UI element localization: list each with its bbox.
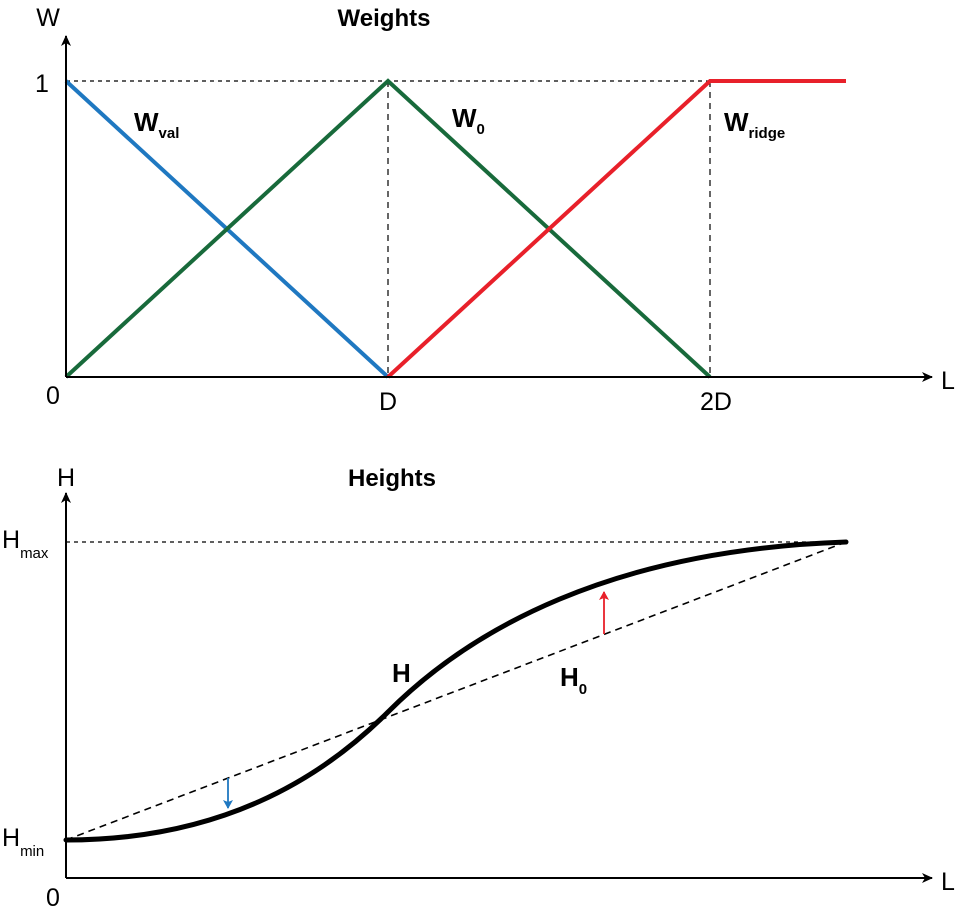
w-y-axis-label: W	[36, 4, 60, 32]
w-val-label: Wval	[134, 107, 179, 142]
h-curve-label: H	[392, 658, 411, 688]
h-y-tick-min: Hmin	[2, 824, 44, 860]
heights-title: Heights	[348, 465, 436, 492]
h-y-tick-max: Hmax	[2, 526, 49, 562]
h0-line	[65, 541, 847, 841]
weights-title: Weights	[338, 5, 431, 32]
w-x-tick-0: 0	[46, 382, 60, 410]
w-y-tick-1: 1	[35, 70, 49, 98]
h-y-axis-label: H	[57, 464, 75, 492]
w-x-tick-d: D	[379, 388, 397, 416]
w-ridge-line	[386, 79, 846, 379]
w-x-tick-2d: 2D	[700, 388, 732, 416]
w-0-label: W0	[452, 103, 485, 138]
heights-panel: Heights H L 0 Hmax Hmin H H0	[2, 464, 955, 912]
h-x-axis-label: L	[941, 868, 955, 896]
h0-label: H0	[560, 662, 587, 698]
h-curve	[63, 539, 849, 843]
weights-panel: Weights W L 1 0 D 2D Wval W0 Wridge	[35, 4, 955, 416]
w-x-axis-label: L	[941, 367, 955, 395]
w-0-line	[64, 78, 712, 379]
w-ridge-label: Wridge	[724, 107, 785, 142]
h-x-tick-0: 0	[46, 884, 60, 912]
